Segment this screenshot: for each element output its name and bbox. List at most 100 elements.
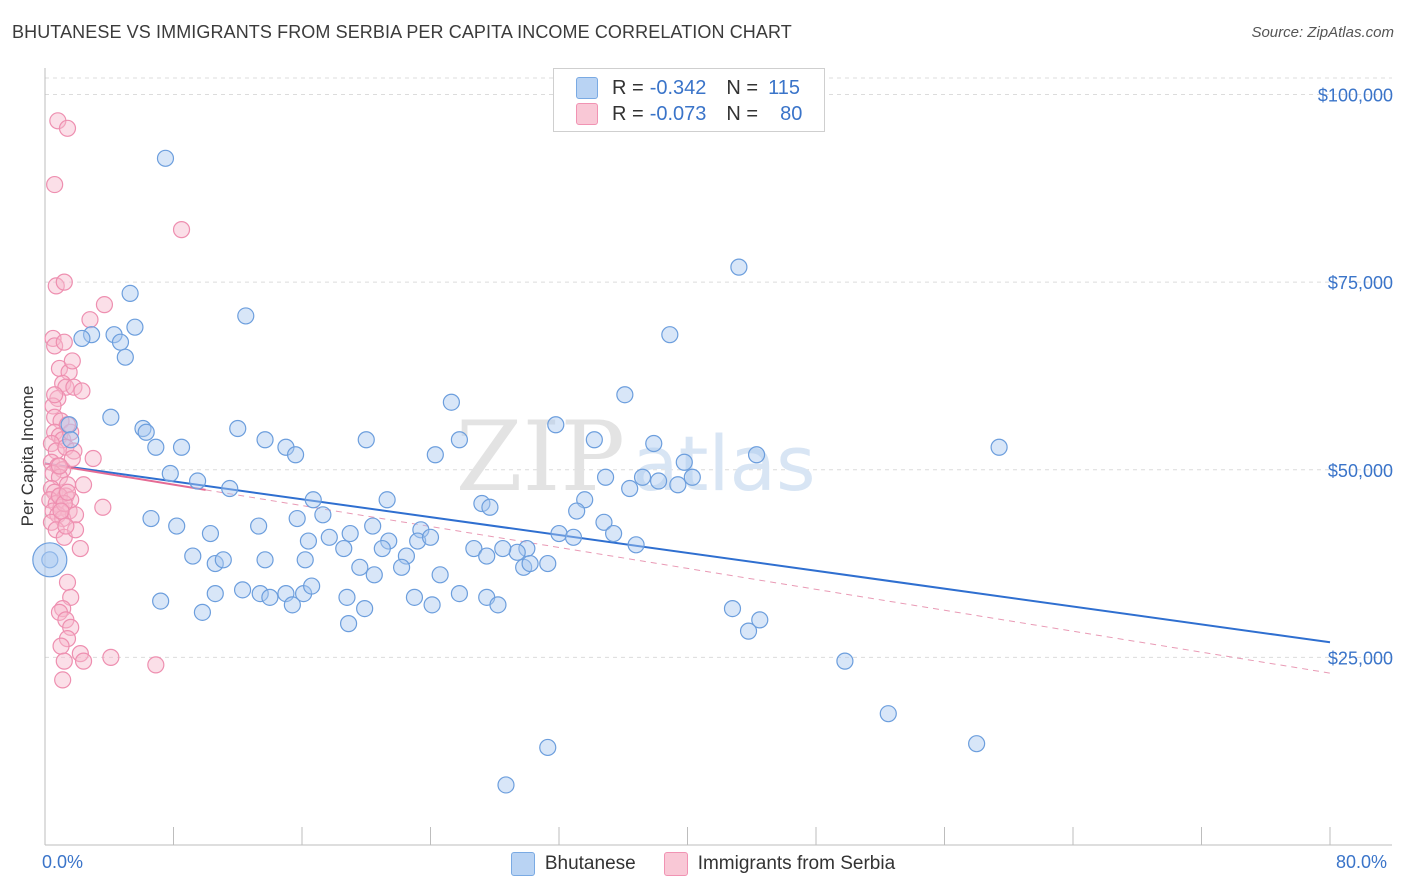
data-point-bhutanese bbox=[73, 329, 91, 348]
data-point-bhutanese bbox=[314, 506, 332, 524]
x-tick-min: 0.0% bbox=[42, 852, 84, 872]
data-point-bhutanese bbox=[341, 524, 359, 543]
data-point-bhutanese bbox=[423, 596, 441, 614]
series-immigrants-from-serbia bbox=[41, 112, 191, 689]
data-point-bhutanese bbox=[683, 468, 701, 486]
data-point-bhutanese-large bbox=[32, 542, 68, 578]
legend-label-bhutanese: Bhutanese bbox=[544, 853, 636, 874]
legend-r-value: -0.342 bbox=[649, 76, 707, 99]
legend-item-bhutanese[interactable]: Bhutanese bbox=[510, 852, 636, 876]
data-point-bhutanese bbox=[397, 547, 416, 565]
data-point-bhutanese bbox=[357, 431, 375, 449]
data-point-serbia bbox=[95, 296, 114, 314]
data-point-bhutanese bbox=[364, 517, 382, 535]
data-point-bhutanese bbox=[661, 326, 679, 344]
data-point-bhutanese bbox=[675, 453, 693, 471]
data-point-bhutanese bbox=[283, 596, 301, 614]
data-point-bhutanese bbox=[111, 333, 130, 351]
data-point-bhutanese bbox=[206, 584, 224, 603]
data-point-bhutanese bbox=[147, 438, 165, 456]
source-note: Source: ZipAtlas.com bbox=[1251, 24, 1394, 41]
legend-r-value: -0.073 bbox=[649, 102, 707, 125]
legend-r-label: R = bbox=[612, 76, 644, 99]
data-point-bhutanese bbox=[137, 423, 155, 441]
data-point-bhutanese bbox=[621, 479, 639, 498]
data-point-serbia bbox=[73, 382, 91, 400]
watermark-zip: ZIP bbox=[456, 401, 625, 513]
data-point-bhutanese bbox=[351, 558, 369, 576]
data-point-bhutanese bbox=[730, 258, 748, 276]
trend-line-serbia-extension bbox=[205, 489, 1331, 674]
data-point-bhutanese bbox=[261, 588, 279, 606]
data-point-bhutanese bbox=[836, 652, 854, 670]
data-point-bhutanese bbox=[299, 532, 318, 550]
data-point-serbia bbox=[55, 652, 73, 670]
data-point-serbia bbox=[46, 386, 64, 404]
data-point-bhutanese bbox=[303, 577, 321, 595]
data-point-bhutanese bbox=[539, 554, 557, 573]
data-point-serbia bbox=[94, 498, 112, 516]
data-point-bhutanese bbox=[188, 472, 207, 490]
data-point-bhutanese bbox=[251, 584, 269, 603]
data-point-serbia bbox=[74, 476, 93, 494]
watermark-atlas: atlas bbox=[632, 419, 816, 508]
y-tick-label: $50,000 bbox=[1328, 461, 1393, 481]
data-point-bhutanese bbox=[168, 517, 186, 535]
data-point-bhutanese bbox=[568, 502, 586, 520]
data-point-serbia bbox=[81, 311, 99, 329]
data-point-bhutanese bbox=[751, 611, 769, 629]
data-point-bhutanese bbox=[450, 431, 469, 449]
data-point-bhutanese bbox=[595, 513, 613, 531]
data-point-bhutanese bbox=[121, 284, 139, 302]
data-point-serbia bbox=[46, 337, 64, 355]
data-point-bhutanese bbox=[339, 615, 358, 633]
data-point-bhutanese bbox=[373, 539, 391, 558]
data-point-bhutanese bbox=[286, 446, 305, 464]
data-point-bhutanese bbox=[126, 318, 144, 336]
data-point-bhutanese bbox=[206, 554, 224, 573]
legend-swatch-pink bbox=[576, 103, 598, 125]
data-point-bhutanese bbox=[250, 517, 268, 535]
series-legend: Bhutanese Immigrants from Serbia bbox=[0, 852, 1406, 876]
data-point-bhutanese bbox=[256, 431, 274, 449]
axes bbox=[44, 68, 1392, 846]
data-point-bhutanese bbox=[256, 551, 274, 569]
y-tick-label: $75,000 bbox=[1328, 273, 1393, 293]
data-point-bhutanese bbox=[365, 566, 383, 584]
data-point-bhutanese bbox=[627, 536, 645, 554]
data-point-serbia bbox=[74, 652, 93, 670]
data-point-bhutanese bbox=[288, 509, 306, 528]
data-point-serbia bbox=[55, 333, 73, 351]
data-point-serbia bbox=[54, 671, 72, 689]
data-point-bhutanese bbox=[879, 705, 897, 723]
data-point-bhutanese bbox=[338, 588, 356, 606]
data-point-bhutanese bbox=[426, 446, 444, 464]
legend-item-serbia[interactable]: Immigrants from Serbia bbox=[663, 852, 895, 876]
data-point-bhutanese bbox=[431, 566, 449, 584]
data-point-bhutanese bbox=[320, 528, 338, 546]
data-point-bhutanese bbox=[184, 547, 202, 565]
y-tick-label: $100,000 bbox=[1318, 86, 1393, 106]
data-point-bhutanese bbox=[152, 592, 170, 610]
data-point-bhutanese bbox=[102, 408, 120, 426]
data-point-bhutanese bbox=[392, 558, 411, 576]
data-point-serbia bbox=[102, 648, 120, 666]
series-bhutanese bbox=[32, 149, 1008, 794]
data-point-bhutanese bbox=[547, 416, 565, 434]
data-point-serbia bbox=[55, 273, 73, 291]
data-point-bhutanese bbox=[193, 603, 212, 621]
data-point-bhutanese bbox=[596, 468, 615, 486]
data-point-serbia bbox=[71, 539, 89, 558]
data-point-bhutanese bbox=[616, 386, 634, 404]
data-point-bhutanese bbox=[296, 551, 314, 569]
data-point-serbia bbox=[172, 221, 191, 239]
y-axis-label: Per Capita Income bbox=[18, 385, 37, 527]
legend-n-label: N = bbox=[726, 102, 759, 125]
data-point-bhutanese bbox=[409, 532, 427, 550]
y-tick-label: $25,000 bbox=[1328, 648, 1393, 668]
data-point-bhutanese bbox=[201, 524, 220, 543]
data-point-serbia bbox=[62, 618, 80, 636]
data-point-bhutanese bbox=[508, 543, 526, 561]
data-point-serbia bbox=[52, 637, 70, 655]
data-point-bhutanese bbox=[229, 419, 247, 438]
